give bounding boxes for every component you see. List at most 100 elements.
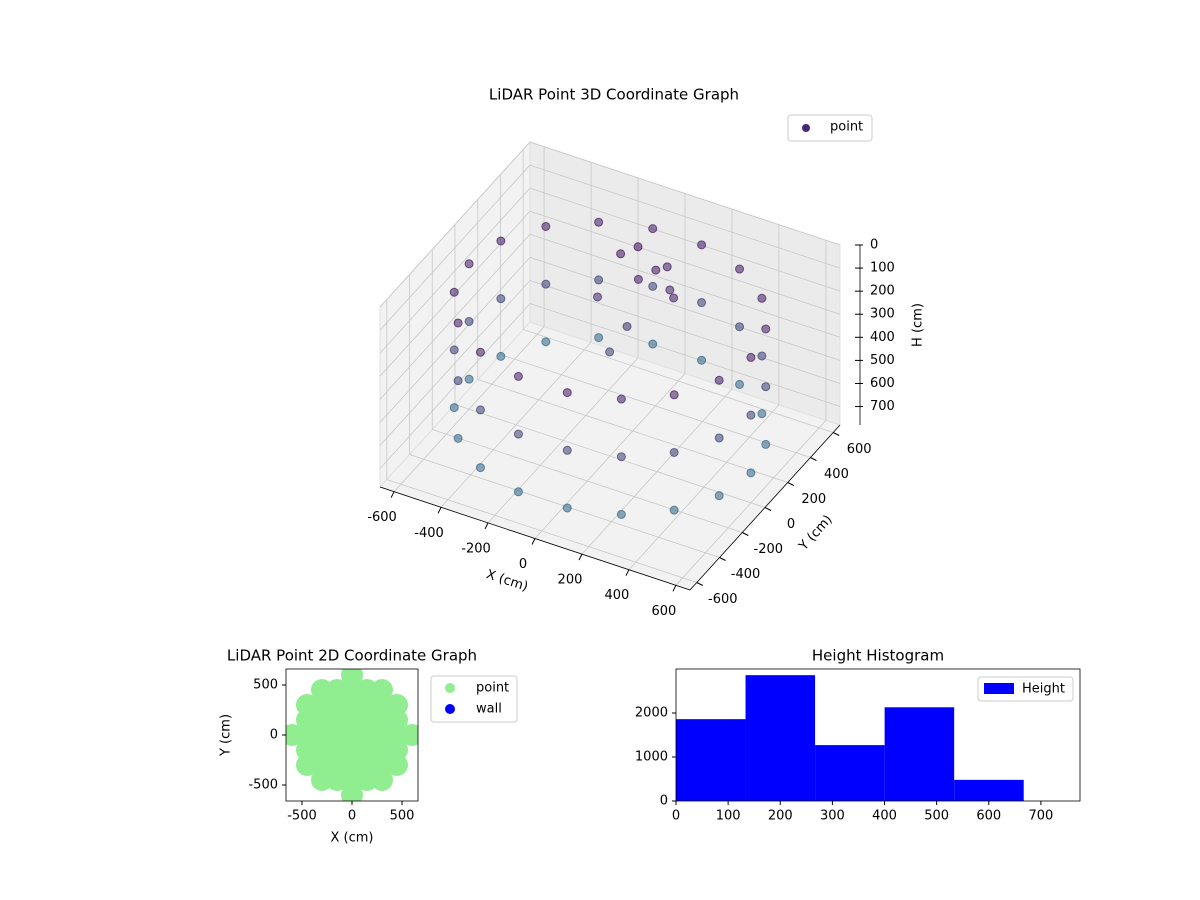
x-tick-label: -400: [414, 526, 444, 541]
z-tick-label: 0: [870, 238, 878, 253]
point: [761, 324, 771, 334]
y-tick-label: 600: [847, 442, 872, 457]
chart-title: Height Histogram: [812, 647, 944, 665]
legend-patch: [984, 683, 1014, 694]
grid-line: [529, 210, 841, 315]
y-tick-label: 2000: [635, 706, 668, 721]
point: [648, 339, 658, 349]
grid-line: [500, 354, 811, 458]
grid-line: [529, 257, 841, 361]
z-tick-label: 200: [870, 284, 895, 299]
point: [669, 447, 679, 457]
point: [449, 403, 459, 413]
point: [697, 298, 707, 308]
point: [541, 221, 551, 231]
point: [496, 351, 506, 361]
x-tick-label: 400: [872, 809, 897, 824]
grid-line: [386, 479, 697, 583]
grid-line: [379, 303, 531, 469]
x-tick: [578, 553, 583, 561]
point: [735, 322, 745, 332]
point: [371, 679, 393, 701]
y-tick-label: -400: [731, 567, 761, 582]
x-tick: [437, 507, 442, 514]
z-axis-label: H (cm): [911, 303, 926, 347]
point: [757, 293, 767, 303]
x-tick: [672, 585, 677, 592]
y-tick-label: 200: [801, 492, 826, 507]
bar: [815, 745, 885, 801]
point: [761, 382, 771, 392]
point: [464, 316, 474, 326]
point: [513, 429, 523, 439]
x-tick-label: -600: [367, 510, 397, 525]
y-tick: [742, 532, 749, 536]
point: [714, 375, 724, 385]
x-tick-label: 100: [716, 809, 741, 824]
point: [496, 236, 506, 246]
y-tick-label: -500: [248, 778, 278, 793]
point: [562, 445, 572, 455]
point: [669, 390, 679, 400]
x-tick-label: 600: [976, 809, 1001, 824]
y-axis-label: Y (cm): [796, 512, 836, 554]
point: [464, 374, 474, 384]
point: [464, 259, 474, 269]
y-tick: [787, 482, 794, 486]
x-tick-label: 400: [605, 588, 630, 603]
axes-frame: [675, 668, 1081, 802]
point: [616, 509, 626, 519]
y-tick: [810, 457, 817, 461]
grid-line: [379, 257, 531, 423]
point: [633, 242, 643, 252]
point: [562, 503, 572, 513]
legend-marker: [445, 683, 455, 693]
grid-line: [379, 187, 531, 354]
x-tick-label: 0: [672, 809, 680, 824]
grid-line: [477, 379, 788, 483]
x-tick-label: 600: [651, 604, 676, 619]
grid-line: [379, 164, 531, 331]
x-tick-label: 500: [390, 809, 415, 824]
x-tick-label: 0: [519, 557, 527, 572]
point: [746, 352, 756, 362]
point: [475, 405, 485, 415]
x-tick-label: -500: [287, 809, 317, 824]
point: [541, 337, 551, 347]
y-tick-label: 500: [253, 678, 278, 693]
bar: [884, 707, 955, 801]
legend-label: Height: [1022, 682, 1065, 697]
point: [594, 275, 604, 285]
point: [648, 224, 658, 234]
x-tick: [390, 491, 395, 498]
y-tick: [696, 582, 704, 586]
y-tick-label: -600: [708, 592, 738, 607]
x-tick-label: 200: [768, 809, 793, 824]
y-tick-label: 0: [270, 728, 278, 743]
point: [669, 293, 679, 303]
bar: [676, 719, 746, 801]
grid-line: [529, 280, 841, 384]
legend-box: [787, 114, 873, 142]
point: [594, 217, 604, 227]
grid-line: [379, 234, 531, 400]
x-tick-label: 200: [558, 573, 583, 588]
grid-line: [379, 280, 531, 446]
y-tick: [719, 557, 726, 561]
chart-title: LiDAR Point 3D Coordinate Graph: [489, 86, 739, 104]
point: [449, 287, 459, 297]
point: [341, 669, 363, 686]
grid-line: [529, 187, 841, 292]
x-tick: [484, 522, 489, 530]
grid-line: [529, 303, 841, 407]
point: [496, 294, 506, 304]
point: [697, 355, 707, 365]
point: [513, 487, 523, 497]
x-tick-label: -200: [461, 541, 491, 556]
point: [401, 724, 418, 746]
point: [757, 409, 767, 419]
point: [714, 433, 724, 443]
x-tick-label: 300: [820, 809, 845, 824]
grid-line: [379, 141, 531, 308]
